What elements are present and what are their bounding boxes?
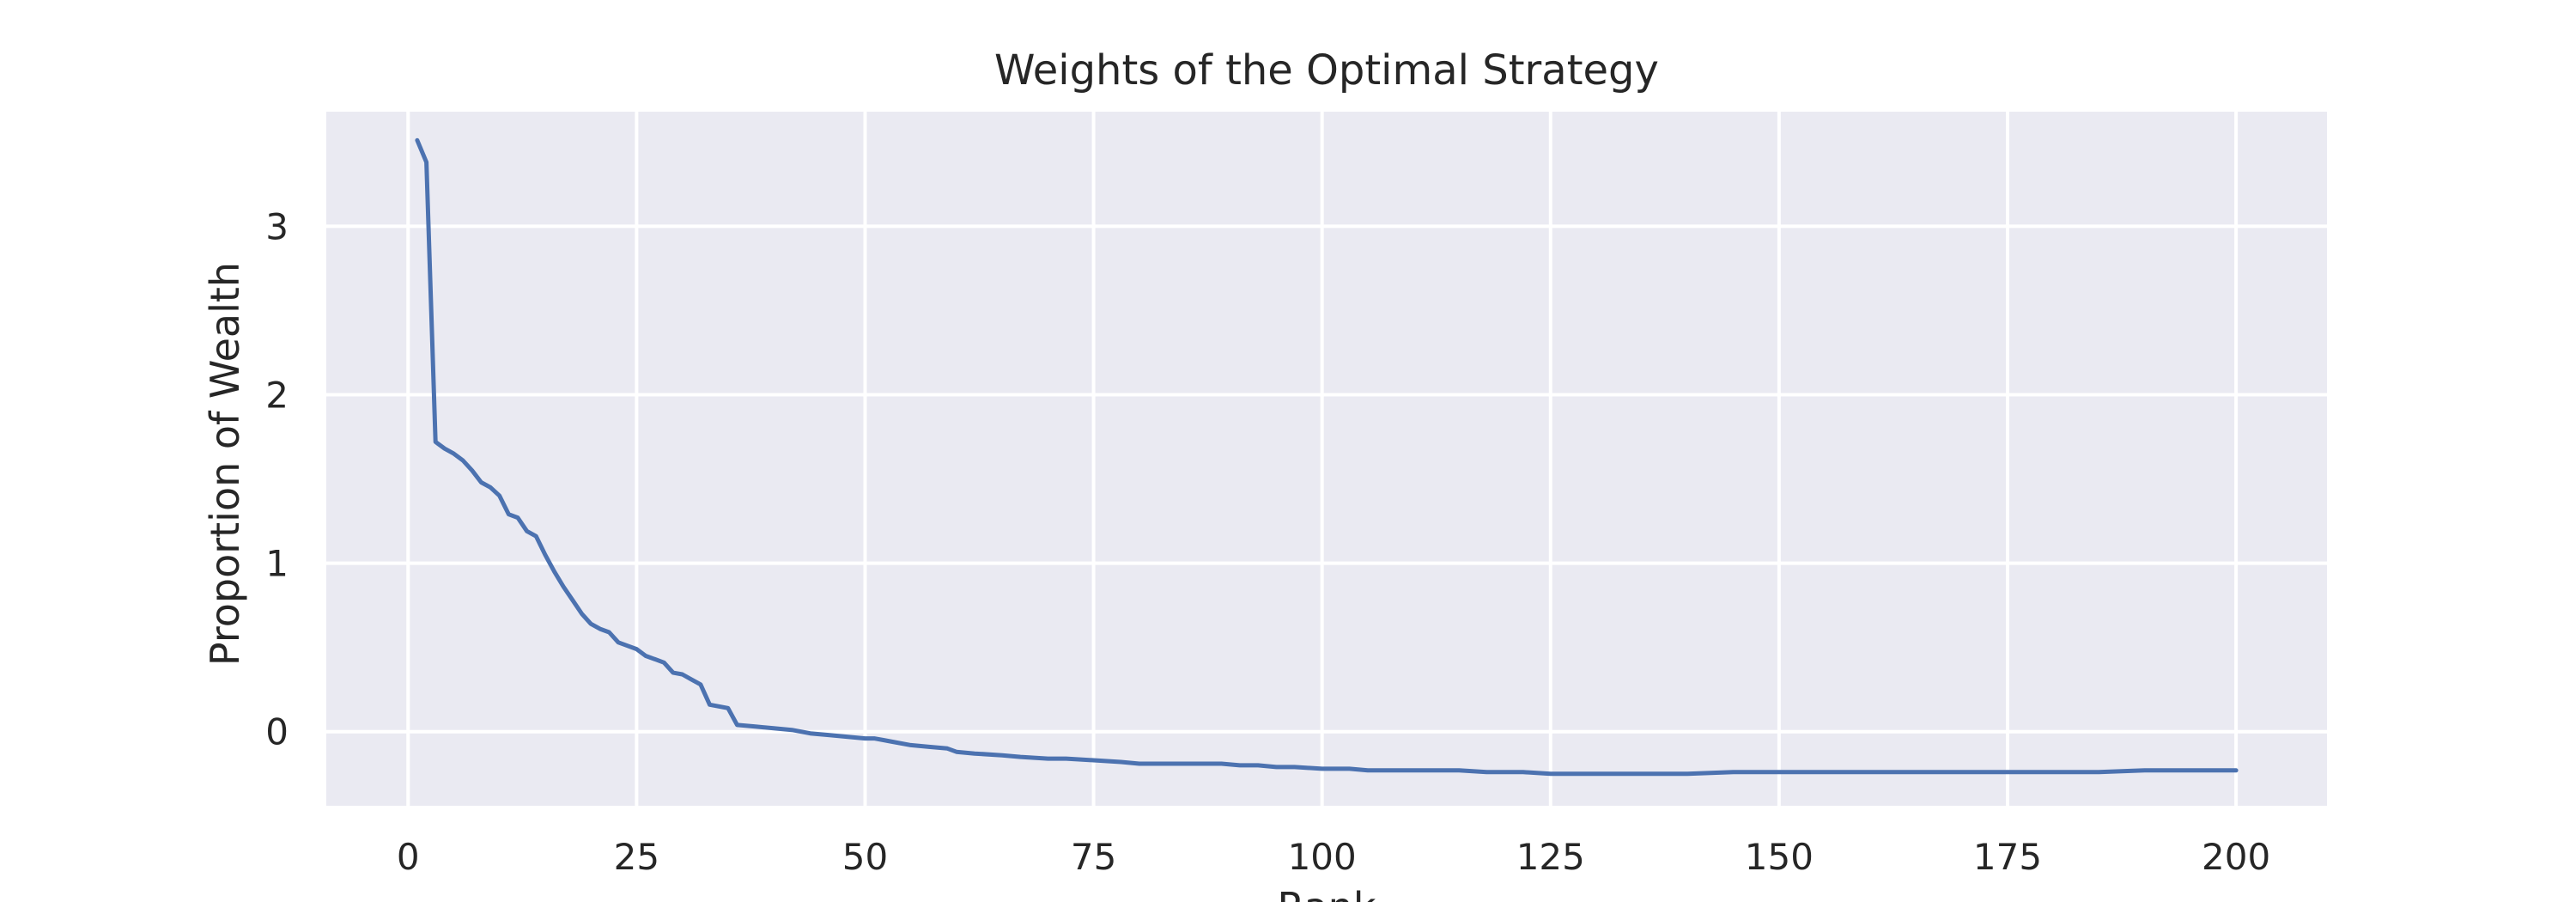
- x-tick-label: 50: [842, 836, 888, 878]
- x-tick-label: 175: [1973, 836, 2042, 878]
- chart-title: Weights of the Optimal Strategy: [994, 46, 1659, 94]
- x-tick-label: 200: [2202, 836, 2270, 878]
- y-tick-label: 0: [265, 711, 289, 753]
- x-axis-label: Rank: [1278, 884, 1376, 902]
- tick-labels: 0 25 50 75 100 125 150 175 200 0 1 2 3: [265, 205, 2270, 878]
- x-tick-label: 100: [1288, 836, 1357, 878]
- x-tick-label: 0: [397, 836, 420, 878]
- x-tick-label: 75: [1071, 836, 1116, 878]
- y-tick-label: 2: [265, 374, 289, 416]
- x-tick-label: 25: [614, 836, 659, 878]
- x-tick-label: 150: [1745, 836, 1814, 878]
- series-line: [415, 137, 2239, 777]
- y-tick-label: 3: [265, 205, 289, 247]
- x-tick-label: 125: [1516, 836, 1585, 878]
- y-axis-label: Proportion of Wealth: [202, 262, 248, 666]
- y-tick-label: 1: [265, 543, 289, 585]
- plot-area: [326, 112, 2327, 806]
- grid-lines: [326, 112, 2327, 806]
